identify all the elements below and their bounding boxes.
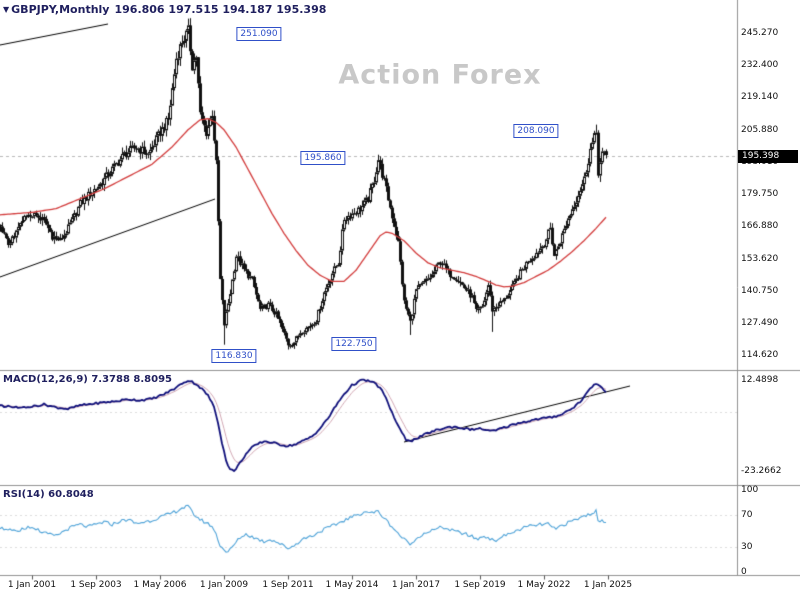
current-price-tag: 195.398 bbox=[738, 150, 798, 163]
price-annotation[interactable]: 116.830 bbox=[211, 349, 257, 363]
price-annotation[interactable]: 251.090 bbox=[236, 27, 282, 41]
price-annotation[interactable]: 122.750 bbox=[331, 337, 377, 351]
price-annotation[interactable]: 208.090 bbox=[513, 124, 559, 138]
symbol-dropdown-icon[interactable]: ▼ bbox=[3, 5, 10, 14]
chart-symbol-timeframe: GBPJPY,Monthly bbox=[11, 3, 110, 16]
price-annotation[interactable]: 195.860 bbox=[300, 151, 346, 165]
macd-indicator-label: MACD(12,26,9) 7.3788 8.8095 bbox=[3, 374, 172, 385]
rsi-indicator-label: RSI(14) 60.8048 bbox=[3, 489, 94, 500]
chart-ohlc-values: 196.806 197.515 194.187 195.398 bbox=[114, 3, 327, 16]
watermark: Action Forex bbox=[338, 59, 542, 91]
chart-title: ▼ GBPJPY,Monthly 196.806 197.515 194.187 1… bbox=[3, 3, 326, 16]
